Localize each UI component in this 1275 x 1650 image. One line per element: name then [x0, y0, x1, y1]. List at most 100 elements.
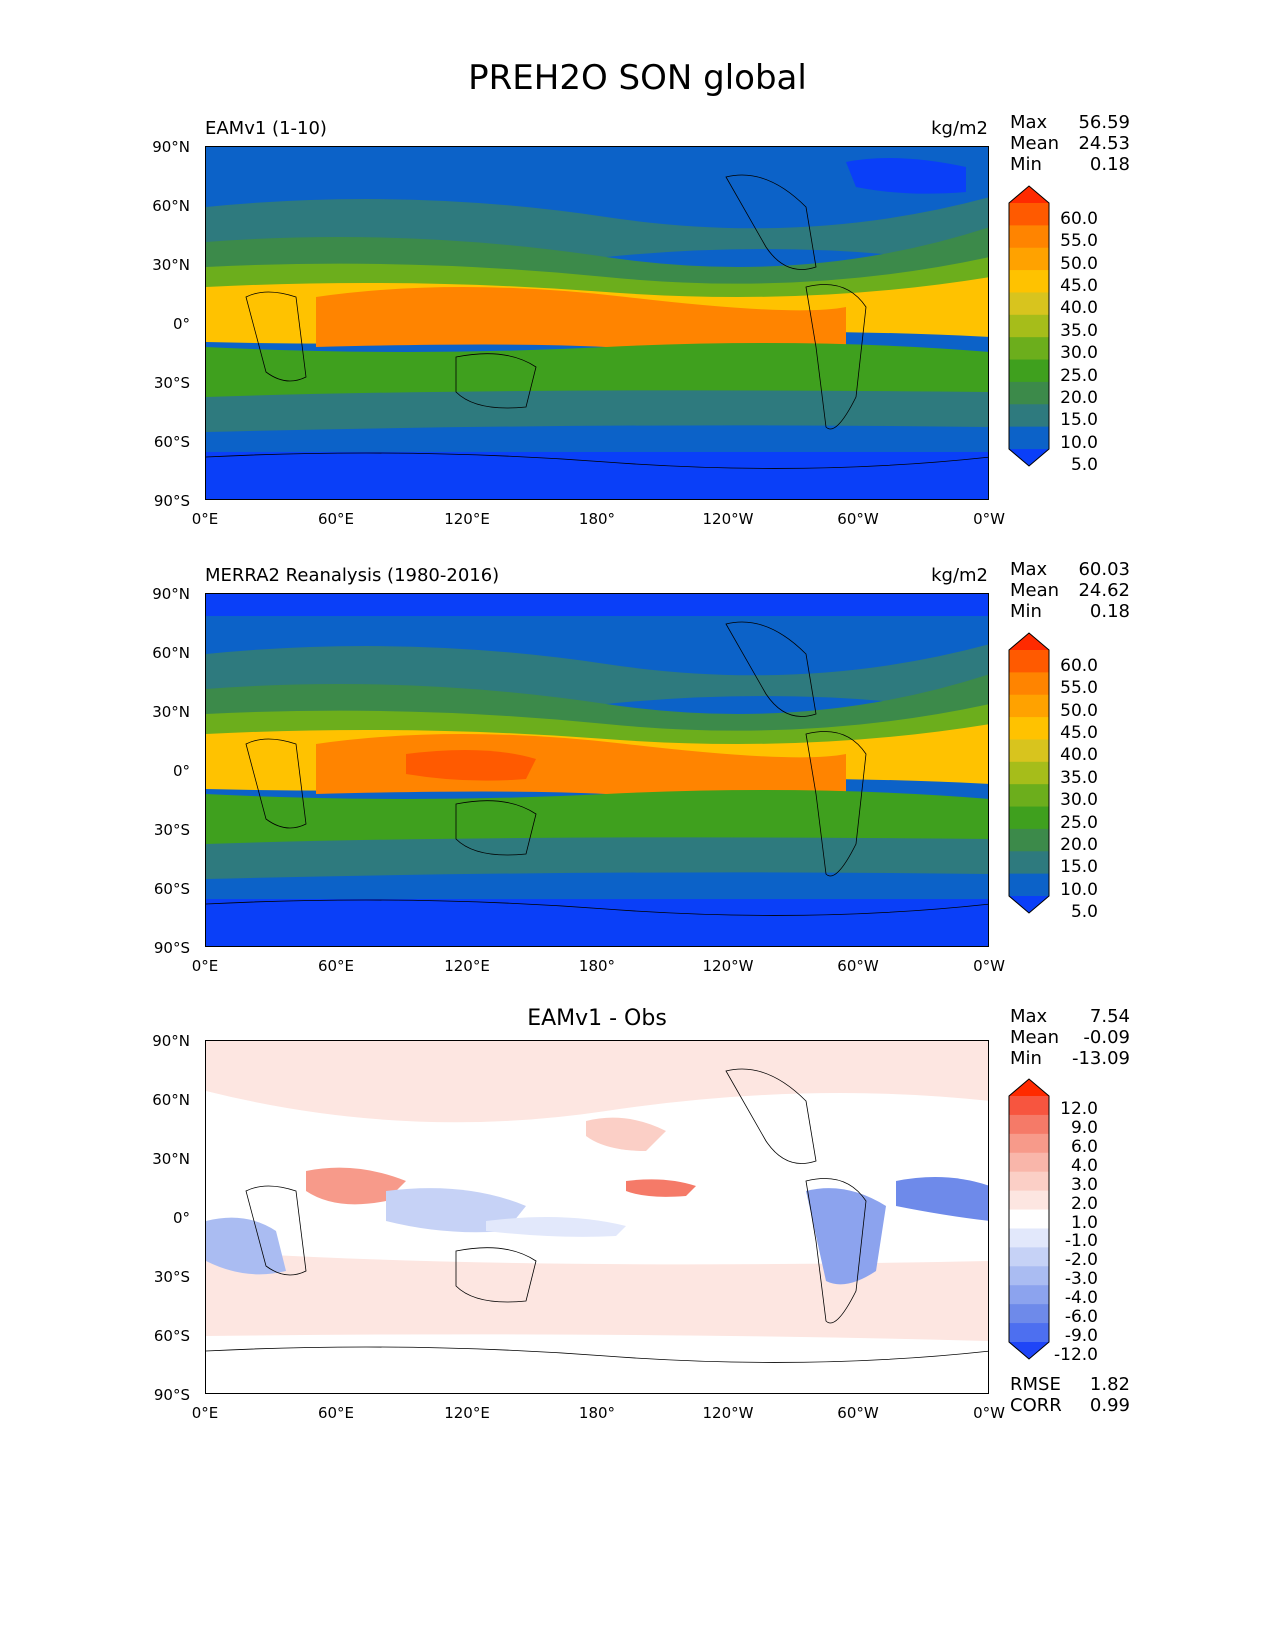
- colorbar-swatches: [1008, 185, 1050, 467]
- y-tick: 30°N: [152, 1150, 190, 1168]
- colorbar-swatch: [1009, 851, 1049, 875]
- x-tick: 120°W: [702, 510, 754, 528]
- colorbar-swatch: [1009, 381, 1049, 405]
- colorbar-swatch: [1009, 1133, 1049, 1154]
- stat-label-mean: Mean: [1010, 1027, 1060, 1048]
- y-tick: 60°N: [152, 197, 190, 215]
- panel-title: EAMv1 (1-10): [205, 118, 327, 139]
- colorbar-outline: [1008, 632, 1050, 914]
- colorbar-tick-label: 1.0: [1070, 1212, 1098, 1233]
- y-tick: 60°N: [152, 1091, 190, 1109]
- colorbar-tick-label: 25.0: [1060, 812, 1098, 833]
- map-panel-diff: [205, 1040, 989, 1394]
- colorbar-tick-label: 9.0: [1070, 1117, 1098, 1138]
- colorbar-tick-label: 45.0: [1060, 276, 1098, 297]
- y-tick: 90°S: [153, 492, 190, 510]
- x-tick: 60°W: [837, 510, 879, 528]
- colorbar-swatch: [1009, 1266, 1049, 1286]
- y-tick: 0°: [172, 762, 190, 780]
- y-tick: 30°S: [153, 1268, 190, 1286]
- colorbar-tick-label: 40.0: [1060, 298, 1098, 319]
- colorbar-tick-label: 12.0: [1060, 1099, 1098, 1119]
- panel-units: kg/m2: [931, 118, 988, 139]
- colorbar-swatch: [1009, 1285, 1049, 1305]
- colorbar-extend-top: [1009, 633, 1049, 650]
- colorbar-tick-label: 10.0: [1060, 432, 1098, 453]
- map-panel-obs: [205, 593, 989, 947]
- colorbar-swatch: [1009, 1304, 1049, 1324]
- x-tick: 60°E: [317, 957, 355, 975]
- colorbar-diff: [1008, 1078, 1050, 1364]
- x-tick: 60°E: [317, 510, 355, 528]
- colorbar-tick-label: -1.0: [1064, 1231, 1098, 1252]
- x-tick: 180°: [578, 510, 616, 528]
- x-tick: 120°E: [444, 957, 490, 975]
- colorbar-tick-label: 10.0: [1060, 879, 1098, 900]
- colorbar-tick-label: 6.0: [1070, 1136, 1098, 1157]
- colorbar-swatches: [1008, 632, 1050, 914]
- stat-label-max: Max: [1010, 1006, 1048, 1027]
- colorbar-swatch: [1009, 247, 1049, 271]
- y-tick: 60°S: [153, 433, 190, 451]
- stat-value-min: 0.18: [1089, 154, 1130, 175]
- x-tick: 120°W: [702, 957, 754, 975]
- colorbar-swatch: [1009, 359, 1049, 383]
- colorbar-swatch: [1009, 270, 1049, 293]
- stat-value-max: 60.03: [1078, 559, 1130, 580]
- precipitable-water-map-obs: [206, 594, 988, 946]
- colorbar-tick-label: 60.0: [1060, 656, 1098, 676]
- colorbar-swatch: [1009, 739, 1049, 763]
- colorbar-tick-label: 50.0: [1060, 700, 1098, 721]
- colorbar-tick-label: 30.0: [1060, 790, 1098, 811]
- colorbar-swatch: [1009, 404, 1049, 428]
- colorbar-swatch: [1009, 650, 1049, 673]
- colorbar-swatches: [1008, 1078, 1050, 1360]
- colorbar-swatch: [1009, 828, 1049, 852]
- colorbar-tick-label: 20.0: [1060, 834, 1098, 855]
- colorbar-obs: [1008, 632, 1050, 918]
- stat-value-max: 7.54: [1089, 1006, 1130, 1027]
- colorbar-swatch: [1009, 1323, 1049, 1343]
- colorbar-swatch: [1009, 806, 1049, 830]
- colorbar-tick-label: -4.0: [1064, 1288, 1098, 1309]
- colorbar-swatch: [1009, 1190, 1049, 1211]
- colorbar-swatch: [1009, 1209, 1049, 1229]
- colorbar-swatch: [1009, 426, 1049, 450]
- colorbar-swatch: [1009, 1247, 1049, 1267]
- stat-label-min: Min: [1010, 1048, 1042, 1069]
- stat-value-rmse: 1.82: [1089, 1374, 1130, 1395]
- x-tick: 180°: [578, 957, 616, 975]
- x-tick: 120°E: [444, 510, 490, 528]
- stat-value-min: -13.09: [1071, 1048, 1130, 1069]
- x-tick: 60°W: [837, 1404, 879, 1422]
- y-tick: 60°S: [153, 1327, 190, 1345]
- y-tick: 30°S: [153, 821, 190, 839]
- colorbar-swatch: [1009, 203, 1049, 226]
- colorbar-tick-label: 60.0: [1060, 209, 1098, 229]
- colorbar-swatch: [1009, 337, 1049, 361]
- x-tick: 0°E: [191, 510, 219, 528]
- colorbar-swatch: [1009, 1114, 1049, 1135]
- colorbar-tick-label: 5.0: [1070, 902, 1098, 922]
- x-tick: 120°W: [702, 1404, 754, 1422]
- y-tick: 60°S: [153, 880, 190, 898]
- stat-label-corr: CORR: [1010, 1395, 1062, 1416]
- stat-value-corr: 0.99: [1089, 1395, 1130, 1416]
- stat-label-min: Min: [1010, 154, 1042, 175]
- colorbar-tick-label: -6.0: [1064, 1307, 1098, 1328]
- colorbar-swatch: [1009, 1152, 1049, 1173]
- colorbar-tick-label: 50.0: [1060, 253, 1098, 274]
- panel-title: EAMv1 - Obs: [527, 1006, 667, 1031]
- stat-value-max: 56.59: [1078, 112, 1130, 133]
- colorbar-outline: [1008, 1078, 1050, 1360]
- colorbar-tick-label: 2.0: [1070, 1193, 1098, 1214]
- colorbar-outline: [1008, 185, 1050, 467]
- stat-value-mean: 24.53: [1078, 133, 1130, 154]
- stat-label-mean: Mean: [1010, 580, 1060, 601]
- colorbar-extend-bottom: [1009, 1342, 1049, 1359]
- x-tick: 0°E: [191, 957, 219, 975]
- colorbar-tick-label: 20.0: [1060, 387, 1098, 408]
- colorbar-tick-label: 40.0: [1060, 745, 1098, 766]
- y-tick: 90°N: [152, 138, 190, 156]
- precipitable-water-map-difference: [206, 1041, 988, 1393]
